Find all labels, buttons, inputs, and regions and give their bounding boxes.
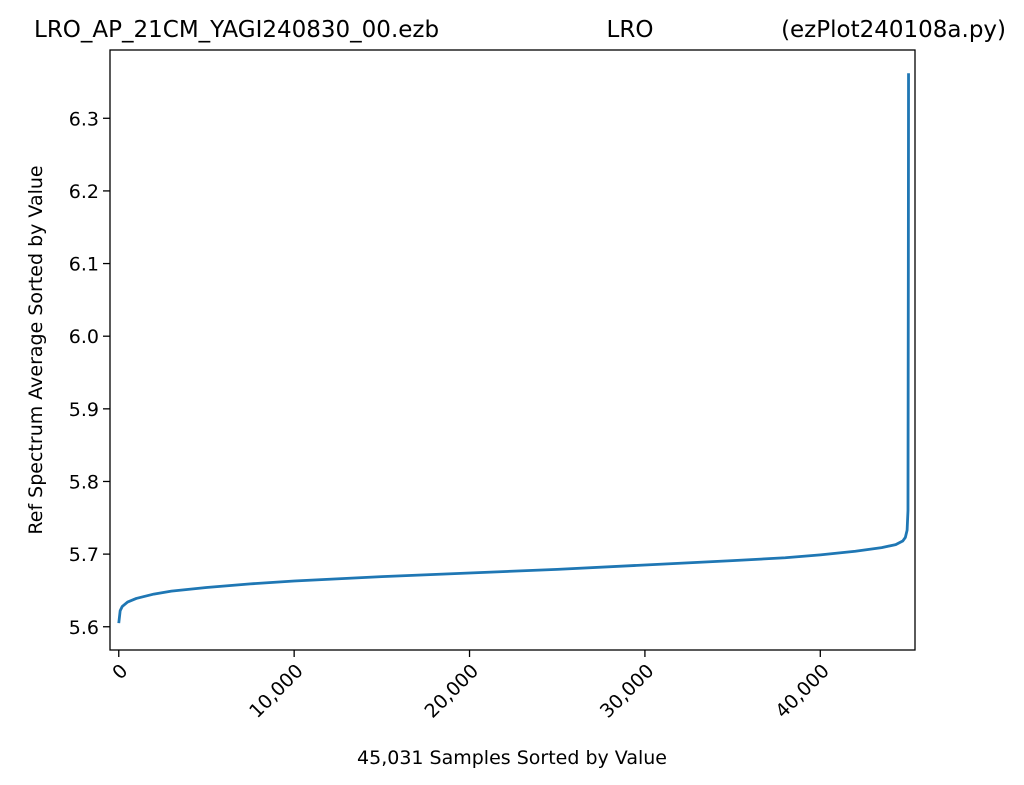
- y-tick-label: 5.6: [69, 617, 99, 639]
- script-title: (ezPlot240108a.py): [781, 17, 1006, 43]
- x-axis-label: 45,031 Samples Sorted by Value: [357, 747, 667, 769]
- x-tick-label: 20,000: [420, 660, 483, 723]
- file-name-title: LRO_AP_21CM_YAGI240830_00.ezb: [34, 17, 439, 43]
- y-tick-label: 6.3: [69, 108, 99, 130]
- site-title: LRO: [607, 17, 654, 43]
- y-tick-label: 5.7: [69, 544, 99, 566]
- x-tick-label: 0: [108, 660, 132, 684]
- y-tick-label: 6.1: [69, 254, 99, 276]
- plot-frame: [109, 49, 916, 651]
- x-tick-label: 30,000: [596, 660, 659, 723]
- x-tick-label: 10,000: [245, 660, 308, 723]
- x-axis: 0 10,000 20,000 30,000 40,000: [108, 650, 834, 723]
- y-tick-label: 6.2: [69, 181, 99, 203]
- series-line-0: [117, 73, 910, 624]
- y-axis-label: Ref Spectrum Average Sorted by Value: [25, 165, 47, 534]
- y-tick-label: 6.0: [69, 326, 99, 348]
- data-layer: [117, 73, 910, 624]
- y-tick-label: 5.8: [69, 471, 99, 493]
- y-tick-label: 5.9: [69, 399, 99, 421]
- y-axis: 5.6 5.7 5.8 5.9 6.0 6.1 6.2 6.3: [69, 108, 110, 639]
- x-tick-label: 40,000: [771, 660, 834, 723]
